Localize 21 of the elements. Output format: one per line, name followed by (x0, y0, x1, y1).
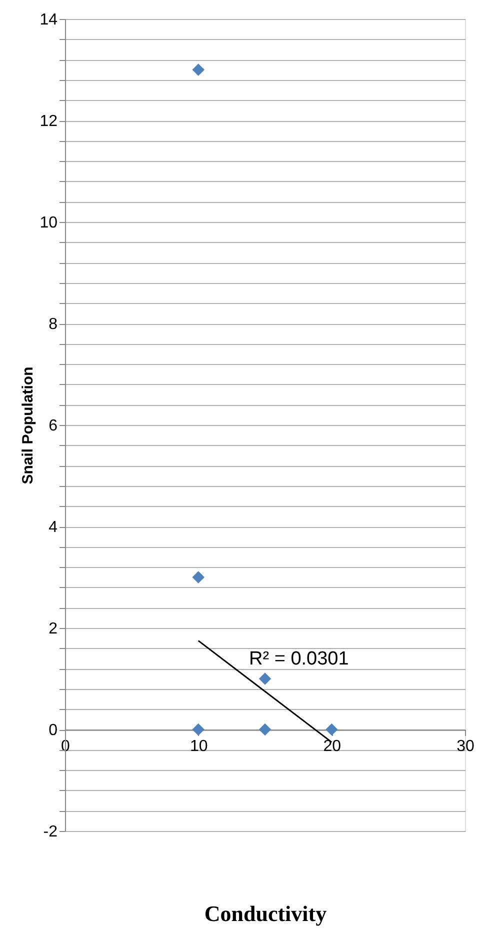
x-tick-label: 20 (323, 738, 342, 755)
y-tick-label: 14 (40, 12, 58, 28)
y-tick-label: -2 (43, 824, 58, 840)
y-tick-label: 2 (48, 620, 58, 638)
y-tick-label: 6 (48, 418, 58, 434)
annotation: R² = 0.0301 (249, 648, 349, 670)
x-tick-label: 10 (190, 738, 208, 755)
point (258, 723, 272, 736)
y-tick-label: 10 (40, 214, 58, 232)
point (326, 723, 338, 736)
x-tick-label: 30 (456, 738, 474, 755)
y-axis-title: Snail Population (20, 366, 37, 484)
x-axis-title: Conductivity (204, 901, 327, 926)
point (258, 672, 272, 685)
y-tick-label: 8 (48, 316, 58, 333)
point (192, 64, 204, 76)
y-tick-label: 4 (48, 519, 58, 536)
y-tick-label: 0 (48, 722, 58, 739)
point (192, 571, 204, 584)
y-tick-label: 12 (40, 113, 58, 130)
point (192, 723, 204, 736)
